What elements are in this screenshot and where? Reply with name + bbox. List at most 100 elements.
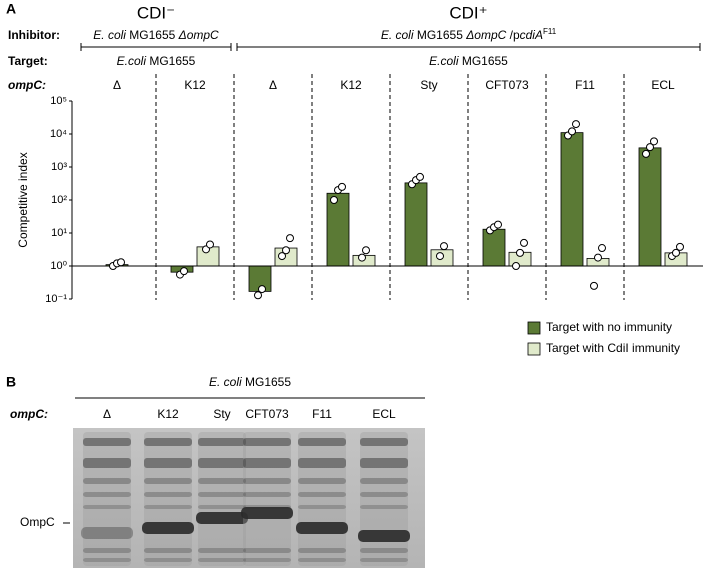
- y-tick-label: 10⁵: [50, 95, 67, 107]
- replicate-point: [572, 120, 580, 129]
- lane: [198, 432, 246, 566]
- lane-label: CFT073: [245, 407, 289, 421]
- replicate-point: [416, 172, 424, 181]
- strain-label: E. coli MG1655: [209, 375, 291, 389]
- ompc-band: [241, 507, 293, 519]
- gel-band: [83, 505, 131, 509]
- gel-band: [83, 558, 131, 562]
- gel-band: [83, 458, 131, 468]
- replicate-point: [117, 258, 125, 267]
- replicate-point: [520, 238, 528, 247]
- replicate-point: [598, 244, 606, 253]
- gel-band: [360, 505, 408, 509]
- bar: [482, 228, 506, 267]
- replicate-point: [650, 137, 658, 146]
- legend-label: Target with no immunity: [546, 320, 672, 334]
- gel: [73, 428, 425, 568]
- ompc-band: [142, 522, 194, 534]
- lane-label: K12: [157, 407, 179, 421]
- text-part: F11: [543, 27, 557, 36]
- text-part: MG1655: [458, 54, 508, 68]
- replicate-point: [358, 253, 366, 262]
- replicate-point: [672, 248, 680, 257]
- replicate-point: [590, 281, 598, 290]
- gel-band: [243, 492, 291, 497]
- row-label: ompC:: [10, 407, 48, 421]
- replicate-point: [440, 242, 448, 251]
- inhibitor-label: E. coli MG1655 ΔompC /pcdiAF11: [381, 27, 557, 42]
- lane: [298, 432, 346, 566]
- bar: [326, 192, 350, 267]
- replicate-point: [258, 285, 266, 294]
- row-label: Target:: [8, 54, 48, 68]
- gel-band: [360, 458, 408, 468]
- x-tick-label: CFT073: [485, 78, 529, 92]
- gel-band: [243, 458, 291, 468]
- y-axis-label: Competitive index: [16, 152, 30, 247]
- replicate-point: [568, 127, 576, 136]
- replicate-point: [646, 143, 654, 152]
- gel-band: [198, 548, 246, 553]
- gel-band: [144, 458, 192, 468]
- x-tick-label: Δ: [113, 78, 121, 92]
- gel-band: [360, 558, 408, 562]
- replicate-point: [512, 262, 520, 270]
- replicate-point: [494, 220, 502, 229]
- gel-band: [83, 438, 131, 446]
- bar: [404, 182, 428, 267]
- replicate-point: [330, 196, 338, 204]
- replicate-point: [642, 149, 650, 158]
- inhibitor-label: E. coli MG1655 ΔompC: [93, 28, 219, 42]
- ompc-band: [358, 530, 410, 542]
- target-label: E.coli MG1655: [429, 54, 508, 68]
- condition-label: CDI⁻: [137, 3, 175, 22]
- lane: [360, 432, 408, 566]
- panel-label: B: [6, 374, 16, 390]
- text-part: E. coli: [209, 375, 242, 389]
- text-part: MG1655: [414, 28, 467, 42]
- x-tick-label: Sty: [420, 78, 437, 92]
- gel-band: [360, 492, 408, 497]
- gel-band: [144, 558, 192, 562]
- band-label: OmpC: [20, 515, 55, 529]
- ompc-band: [196, 512, 248, 524]
- x-tick-label: ECL: [651, 78, 675, 92]
- text-part: ΔompC: [178, 28, 219, 42]
- gel-band: [144, 548, 192, 553]
- gel-band: [198, 458, 246, 468]
- lane-label: F11: [312, 407, 332, 421]
- panel-label: A: [6, 1, 16, 17]
- legend-swatch: [527, 321, 541, 335]
- replicate-point: [254, 291, 262, 300]
- gel-band: [298, 548, 346, 553]
- gel-band: [144, 478, 192, 484]
- text-part: /p: [506, 28, 520, 42]
- replicate-point: [180, 267, 188, 276]
- gel-band: [198, 438, 246, 446]
- text-part: MG1655: [126, 28, 179, 42]
- row-label: Inhibitor:: [8, 28, 60, 42]
- bar: [638, 147, 662, 267]
- text-part: MG1655: [146, 54, 196, 68]
- x-tick-label: F11: [575, 78, 595, 92]
- text-part: cdiA: [520, 28, 543, 42]
- lane-label: ECL: [372, 407, 396, 421]
- replicate-point: [362, 246, 370, 255]
- ompc-band: [296, 522, 348, 534]
- gel-band: [243, 478, 291, 484]
- gel-band: [198, 478, 246, 484]
- y-tick-label: 10⁻¹: [45, 293, 67, 305]
- gel-band: [144, 438, 192, 446]
- text-part: MG1655: [242, 375, 292, 389]
- replicate-point: [436, 252, 444, 261]
- gel-band: [243, 548, 291, 553]
- text-part: E. coli: [381, 28, 414, 42]
- lane: [144, 432, 192, 566]
- gel-band: [298, 458, 346, 468]
- gel-band: [83, 478, 131, 484]
- text-part: E.coli: [117, 54, 147, 68]
- gel-band: [144, 505, 192, 509]
- lane-label: Δ: [103, 407, 111, 421]
- gel-band: [198, 558, 246, 562]
- lane: [83, 432, 131, 566]
